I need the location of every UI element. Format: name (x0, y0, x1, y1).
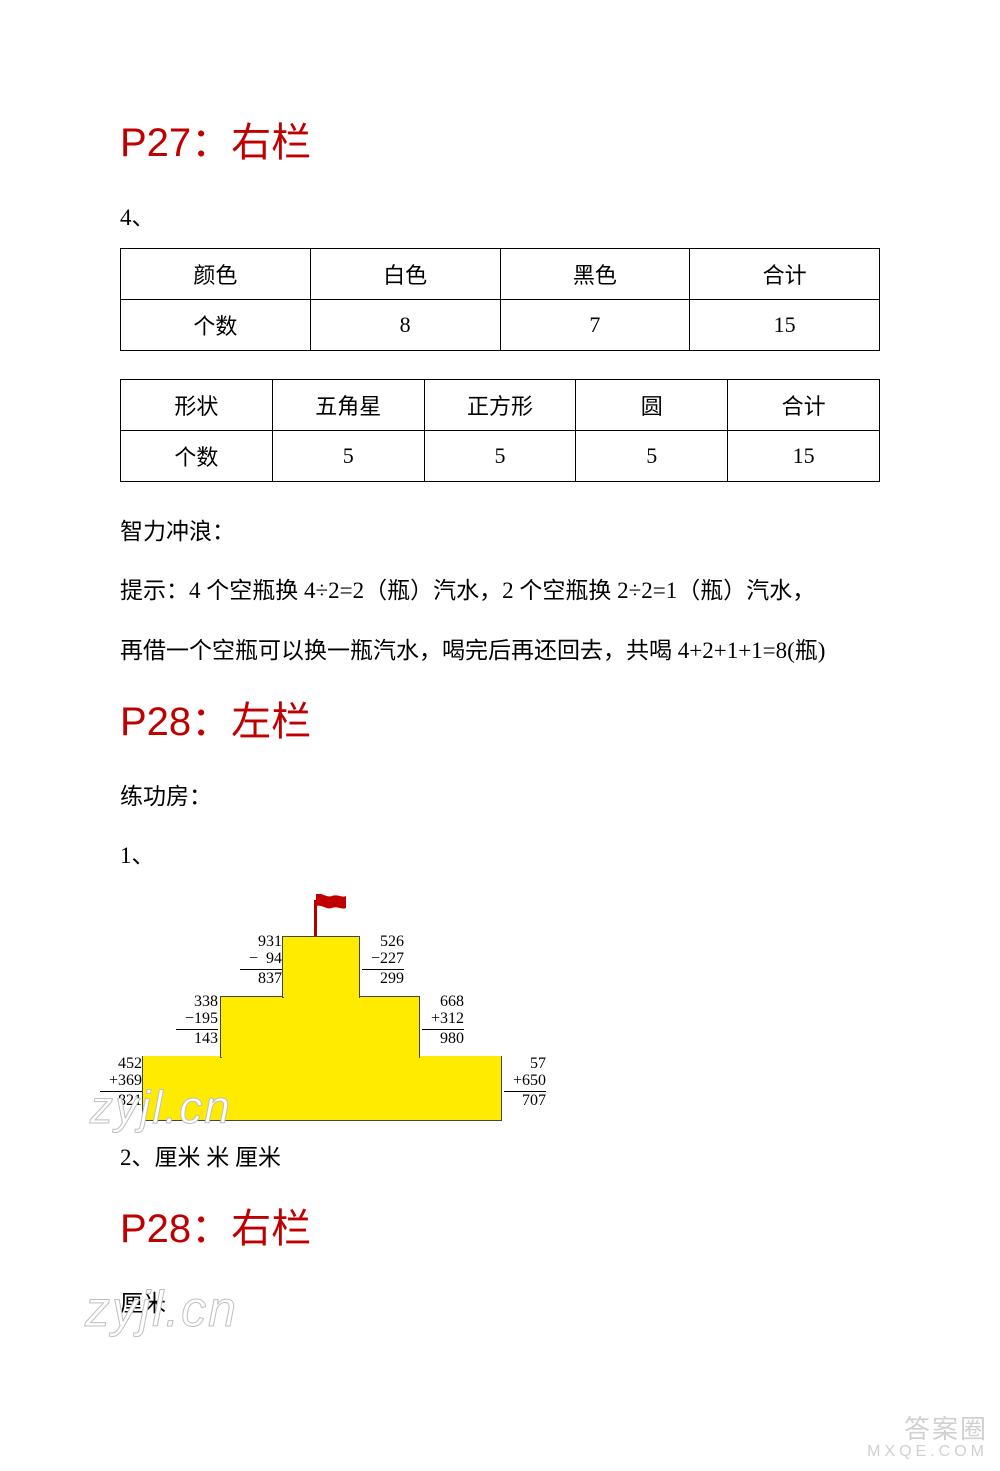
calc-val: − 94 (240, 951, 282, 968)
calc-val: 452 (100, 1056, 142, 1073)
table-shape: 形状 五角星 正方形 圆 合计 个数 5 5 5 15 (120, 379, 880, 482)
watermark-corner-top: 答案圈 (867, 1415, 988, 1444)
td: 15 (728, 430, 880, 481)
shape-top (282, 936, 360, 998)
join-cover (222, 1055, 419, 1059)
calc-val: 143 (176, 1031, 218, 1048)
page-root: P27：右栏 4、 颜色 白色 黑色 合计 个数 8 7 15 形状 五角星 正… (0, 0, 1000, 1471)
calc-5: 452 +369 821 (100, 1056, 142, 1109)
table-row: 颜色 白色 黑色 合计 (121, 248, 880, 299)
calc-val: +369 (100, 1073, 142, 1090)
logic-title: 智力冲浪： (120, 510, 880, 554)
table-color: 颜色 白色 黑色 合计 个数 8 7 15 (120, 248, 880, 351)
q4-label: 4、 (120, 196, 880, 240)
lgf-label: 练功房： (120, 775, 880, 819)
heading-p27-right: P27：右栏 (120, 110, 880, 168)
th: 五角星 (272, 379, 424, 430)
calc-val: 526 (362, 934, 404, 951)
watermark-corner: 答案圈 MXQE.COM (867, 1415, 988, 1461)
hint-line2: 再借一个空瓶可以换一瓶汽水，喝完后再还回去，共喝 4+2+1+1=8(瓶) (120, 629, 880, 673)
pyramid-figure: 931 − 94 837 526 −227 299 338 −195 143 6… (100, 886, 540, 1126)
th: 合计 (690, 248, 880, 299)
calc-val: 837 (240, 971, 282, 988)
q2-label: 2、厘米 米 厘米 (120, 1136, 880, 1180)
watermark-corner-bottom: MXQE.COM (867, 1443, 988, 1461)
th: 形状 (121, 379, 273, 430)
shape-mid (220, 996, 420, 1058)
calc-4: 668 +312 980 (422, 994, 464, 1047)
p28r-text: 厘米 (120, 1282, 880, 1326)
td: 个数 (121, 430, 273, 481)
calc-1: 931 − 94 837 (240, 934, 282, 987)
td: 15 (690, 299, 880, 350)
td: 5 (576, 430, 728, 481)
th: 黑色 (500, 248, 690, 299)
hint-line1: 提示：4 个空瓶换 4÷2=2（瓶）汽水，2 个空瓶换 2÷2=1（瓶）汽水， (120, 569, 880, 613)
td: 7 (500, 299, 690, 350)
calc-val: +650 (504, 1073, 546, 1090)
th: 正方形 (424, 379, 576, 430)
flag-icon (316, 894, 346, 916)
th: 合计 (728, 379, 880, 430)
td: 5 (272, 430, 424, 481)
calc-val: 57 (504, 1056, 546, 1073)
td: 8 (310, 299, 500, 350)
calc-2: 526 −227 299 (362, 934, 404, 987)
shape-base (142, 1056, 502, 1121)
calc-val: 931 (240, 934, 282, 951)
calc-6: 57 +650 707 (504, 1056, 546, 1109)
heading-p28-right: P28：右栏 (120, 1196, 880, 1254)
th: 白色 (310, 248, 500, 299)
table-row: 个数 5 5 5 15 (121, 430, 880, 481)
calc-val: 821 (100, 1093, 142, 1110)
q1-label: 1、 (120, 834, 880, 878)
join-cover (284, 995, 359, 999)
calc-val: 707 (504, 1093, 546, 1110)
table-row: 个数 8 7 15 (121, 299, 880, 350)
calc-val: 668 (422, 994, 464, 1011)
heading-p28-left: P28：左栏 (120, 689, 880, 747)
calc-val: 299 (362, 971, 404, 988)
table-row: 形状 五角星 正方形 圆 合计 (121, 379, 880, 430)
calc-val: 980 (422, 1031, 464, 1048)
th: 颜色 (121, 248, 311, 299)
th: 圆 (576, 379, 728, 430)
calc-val: −227 (362, 951, 404, 968)
td: 个数 (121, 299, 311, 350)
calc-val: +312 (422, 1011, 464, 1028)
calc-val: −195 (176, 1011, 218, 1028)
calc-val: 338 (176, 994, 218, 1011)
calc-3: 338 −195 143 (176, 994, 218, 1047)
td: 5 (424, 430, 576, 481)
